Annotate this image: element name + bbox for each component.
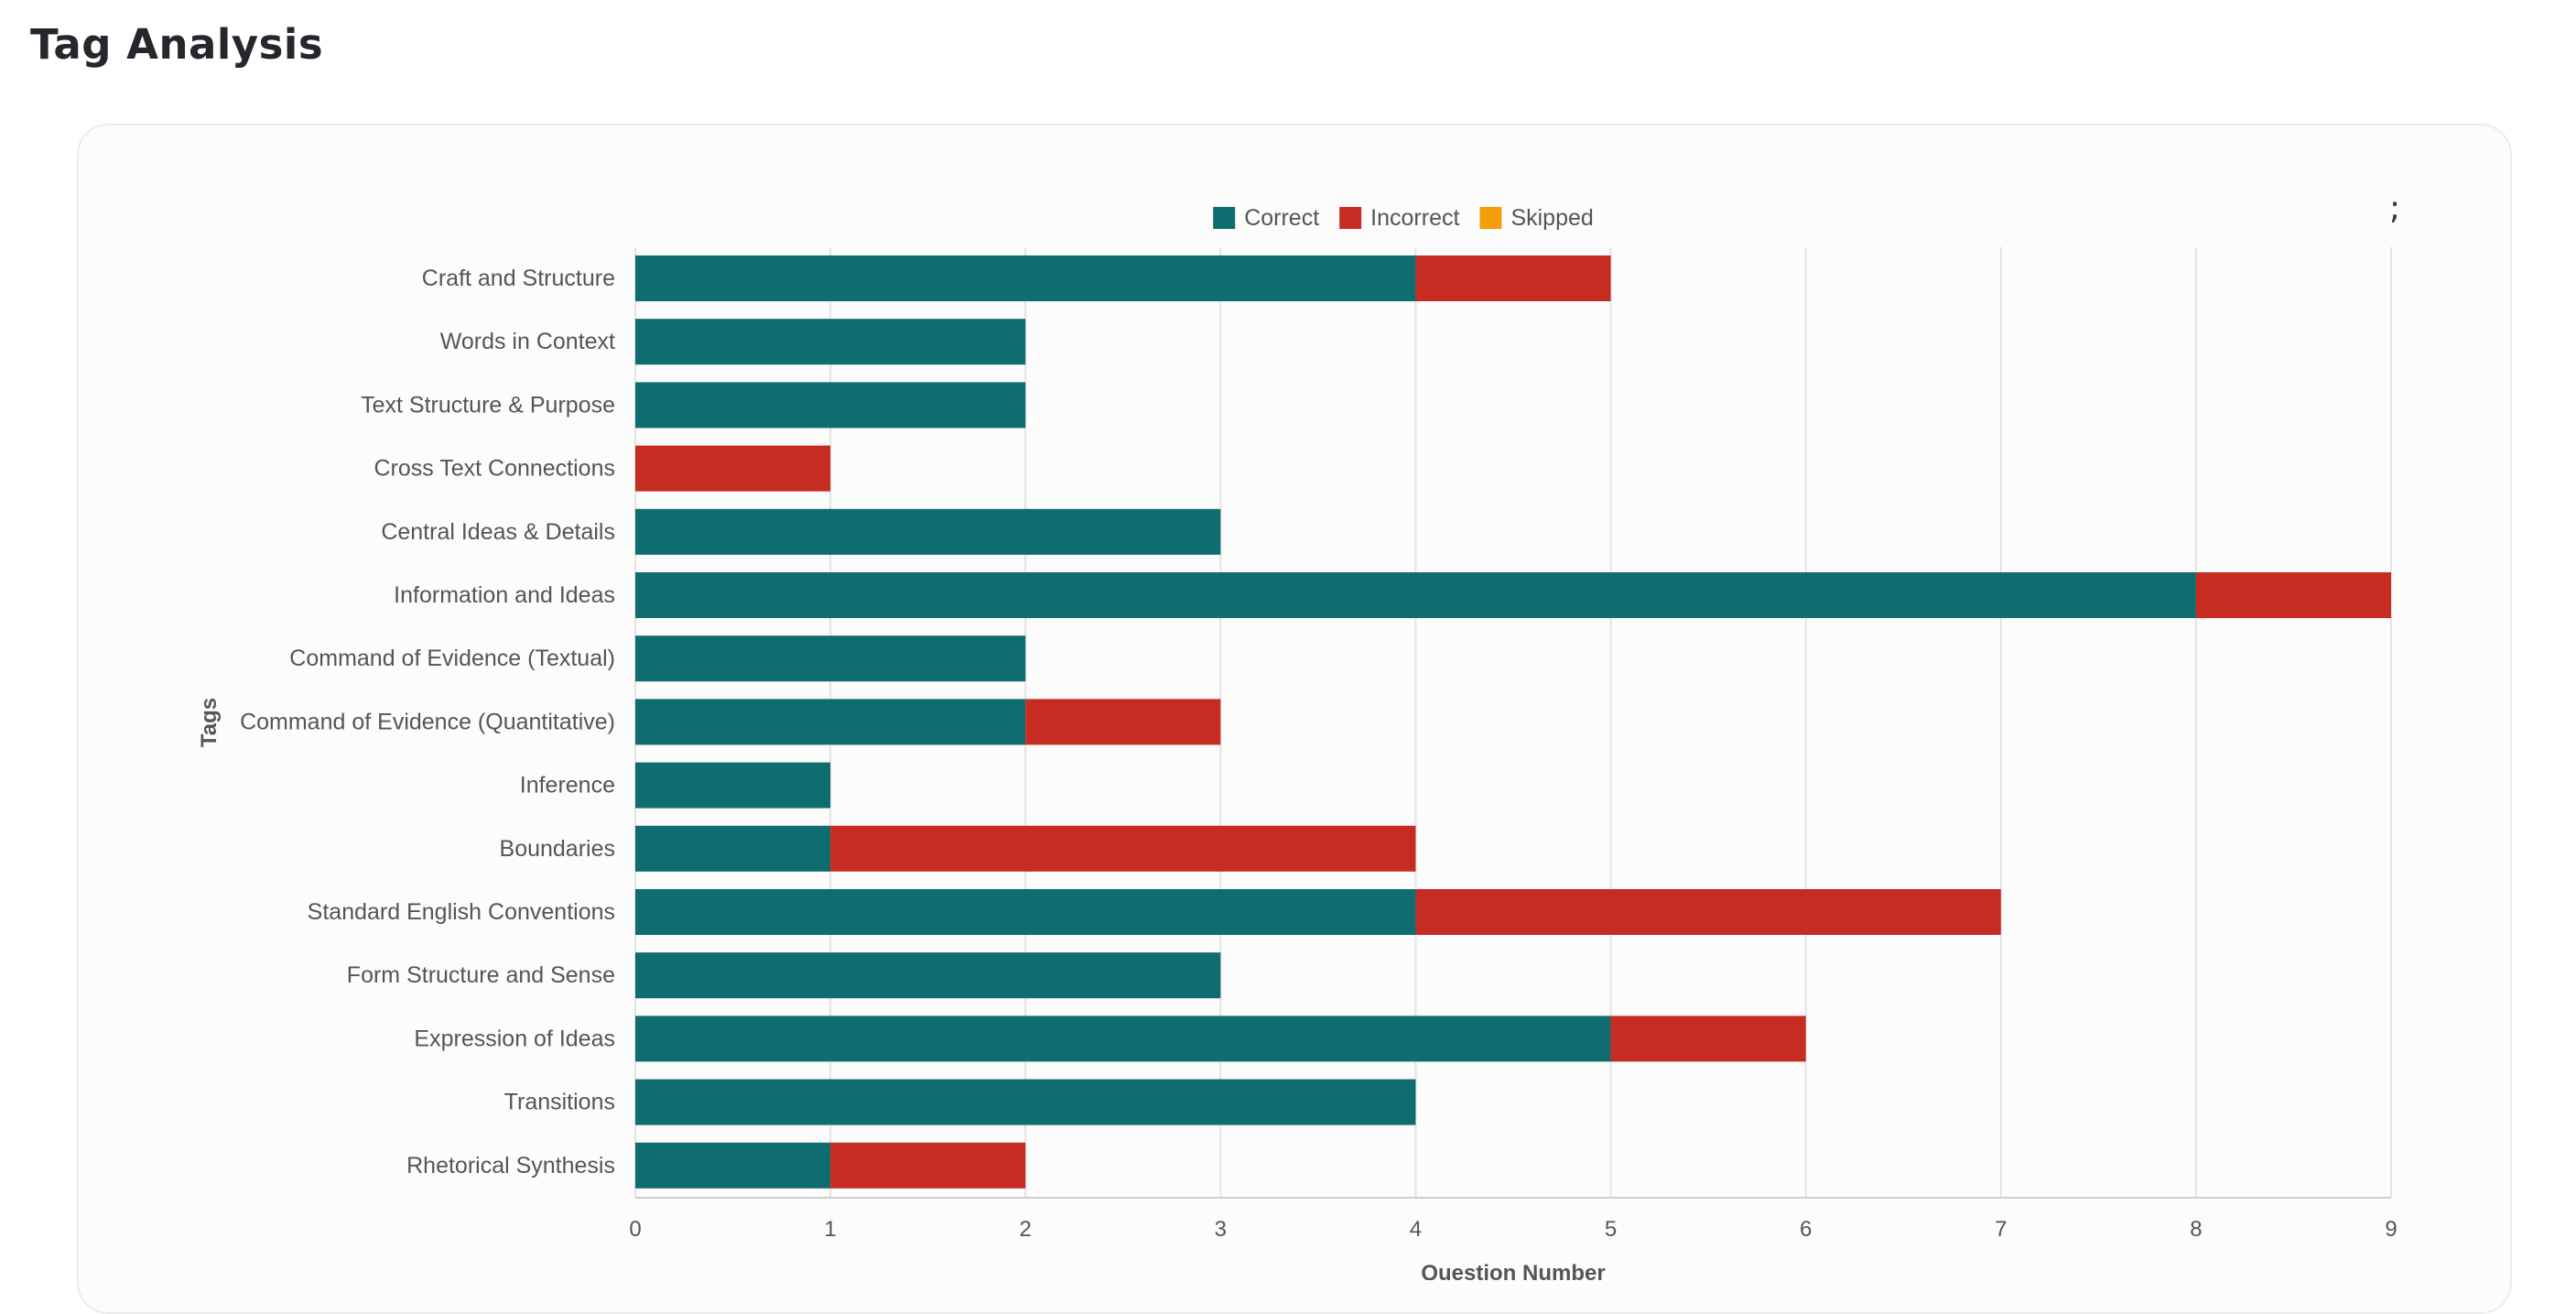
bar-correct[interactable] <box>635 889 1416 935</box>
bar-correct[interactable] <box>635 572 2196 618</box>
x-tick-label: 8 <box>2190 1217 2202 1242</box>
y-tick-label: Words in Context <box>440 329 615 354</box>
x-tick-label: 6 <box>1800 1217 1812 1242</box>
y-tick-label: Text Structure & Purpose <box>361 392 615 418</box>
bar-correct[interactable] <box>635 1142 831 1189</box>
bar-incorrect[interactable] <box>1415 889 2001 935</box>
bar-incorrect[interactable] <box>830 825 1416 872</box>
x-tick-label: 1 <box>824 1217 836 1242</box>
bar-correct[interactable] <box>635 319 1026 365</box>
legend-swatch-correct <box>1213 207 1236 229</box>
x-tick-label: 2 <box>1020 1217 1032 1242</box>
x-tick-label: 0 <box>629 1217 641 1242</box>
bar-incorrect[interactable] <box>2195 572 2391 618</box>
bar-correct[interactable] <box>635 762 831 809</box>
bar-incorrect[interactable] <box>1025 699 1221 745</box>
legend: Correct Incorrect Skipped <box>1213 205 1594 231</box>
bar-correct[interactable] <box>635 508 1221 555</box>
bar-correct[interactable] <box>635 1079 1416 1125</box>
y-tick-label: Craft and Structure <box>422 266 615 291</box>
y-tick-label: Standard English Conventions <box>308 899 615 925</box>
bar-correct[interactable] <box>635 952 1221 999</box>
x-axis-title: Question Number <box>1421 1261 1605 1280</box>
bar-correct[interactable] <box>635 699 1026 745</box>
legend-item-correct[interactable]: Correct <box>1213 205 1319 231</box>
y-axis-tick-labels: Craft and Structure Words in Context Text … <box>240 266 615 1178</box>
y-tick-label: Rhetorical Synthesis <box>406 1153 615 1178</box>
legend-label: Skipped <box>1510 205 1593 231</box>
legend-item-incorrect[interactable]: Incorrect <box>1339 205 1459 231</box>
legend-label: Correct <box>1244 205 1319 231</box>
x-tick-label: 9 <box>2385 1217 2397 1242</box>
chart-menu-button[interactable]: ; <box>2389 190 2401 227</box>
bar-incorrect[interactable] <box>1415 255 1611 301</box>
tag-analysis-chart: Craft and Structure Words in Context Text … <box>197 205 2397 1280</box>
bar-correct[interactable] <box>635 825 831 872</box>
page-title: Tag Analysis <box>30 20 324 69</box>
bar-correct[interactable] <box>635 382 1026 429</box>
legend-label: Incorrect <box>1370 205 1459 231</box>
y-tick-label: Transitions <box>504 1090 615 1115</box>
legend-item-skipped[interactable]: Skipped <box>1479 205 1594 231</box>
y-tick-label: Central Ideas & Details <box>381 519 615 545</box>
bar-incorrect[interactable] <box>635 445 831 492</box>
y-tick-label: Command of Evidence (Textual) <box>289 646 615 671</box>
x-axis-tick-labels: 0 1 2 3 4 5 6 7 8 9 <box>629 1217 2397 1242</box>
x-tick-label: 3 <box>1215 1217 1227 1242</box>
legend-swatch-incorrect <box>1339 207 1362 229</box>
y-tick-label: Command of Evidence (Quantitative) <box>240 709 615 734</box>
bar-correct[interactable] <box>635 635 1026 682</box>
x-tick-label: 7 <box>1995 1217 2007 1242</box>
bar-correct[interactable] <box>635 255 1416 301</box>
y-tick-label: Boundaries <box>500 836 615 862</box>
bars <box>635 255 2391 1189</box>
y-tick-label: Information and Ideas <box>394 582 615 608</box>
y-tick-label: Inference <box>520 773 615 798</box>
bar-incorrect[interactable] <box>1610 1015 1806 1062</box>
x-tick-label: 4 <box>1410 1217 1422 1242</box>
legend-swatch-skipped <box>1479 207 1502 229</box>
y-tick-label: Expression of Ideas <box>414 1026 615 1051</box>
y-tick-label: Cross Text Connections <box>373 456 615 482</box>
bar-correct[interactable] <box>635 1015 1611 1062</box>
bar-incorrect[interactable] <box>830 1142 1026 1189</box>
y-axis-title: Tags <box>197 698 222 747</box>
x-tick-label: 5 <box>1605 1217 1617 1242</box>
y-tick-label: Form Structure and Sense <box>347 962 615 988</box>
